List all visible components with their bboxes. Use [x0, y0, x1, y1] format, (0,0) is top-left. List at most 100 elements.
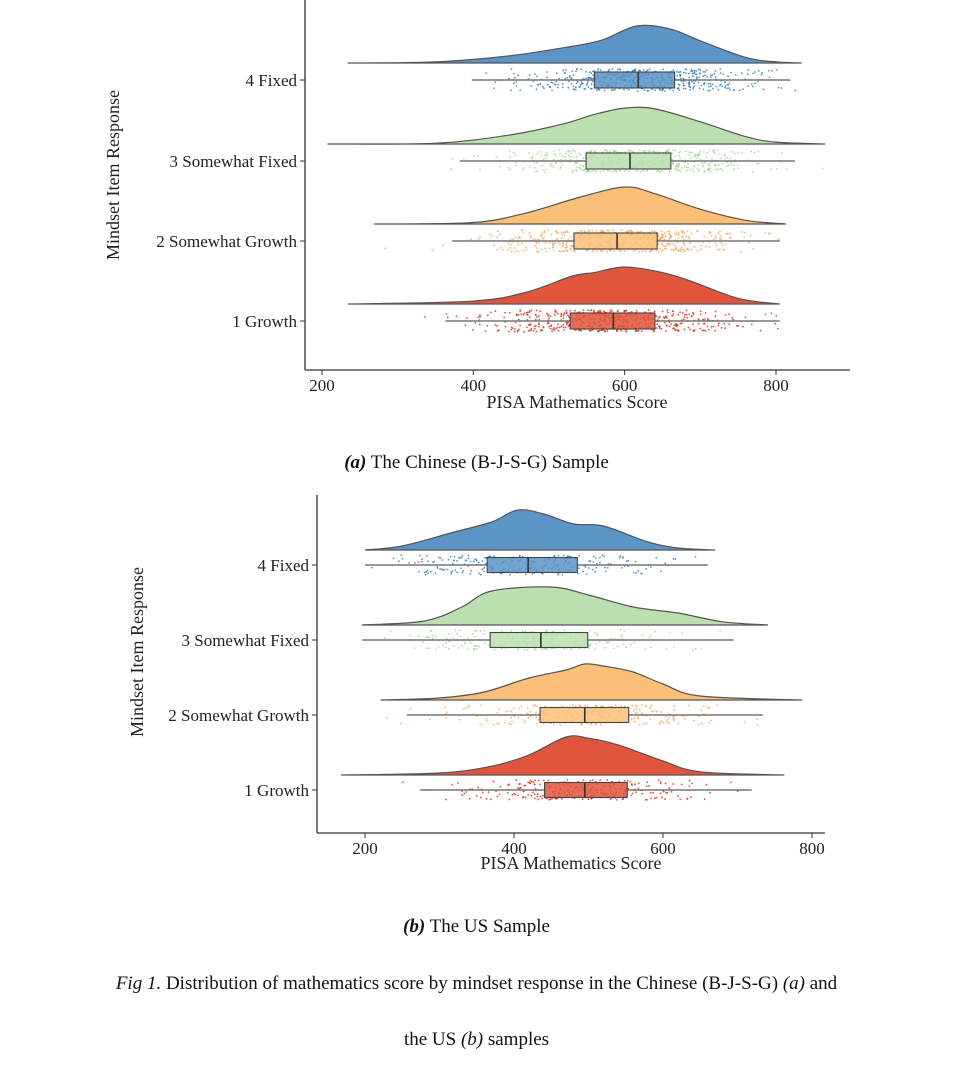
jitter-point [706, 325, 709, 328]
jitter-point [768, 76, 771, 79]
jitter-point [754, 82, 756, 85]
jitter-point [736, 324, 738, 327]
jitter-point [542, 157, 545, 160]
jitter-point [555, 311, 558, 313]
jitter-point [534, 73, 536, 75]
jitter-point [665, 245, 668, 248]
density-cloud [374, 186, 786, 225]
jitter-point [535, 75, 538, 78]
jitter-point [685, 72, 687, 74]
jitter-point [517, 244, 520, 246]
jitter-point [594, 723, 596, 725]
jitter-point [660, 570, 662, 573]
jitter-point [672, 89, 675, 92]
jitter-point [642, 169, 645, 171]
jitter-point [471, 633, 474, 635]
jitter-point [413, 647, 416, 650]
jitter-point [721, 169, 724, 172]
jitter-point [598, 88, 601, 91]
jitter-point [730, 163, 733, 166]
x-tick-label: 800 [799, 839, 825, 858]
jitter-point [524, 630, 527, 632]
jitter-point [614, 169, 617, 172]
jitter-point [579, 85, 581, 88]
jitter-point [522, 795, 525, 798]
jitter-point [654, 89, 656, 91]
jitter-point [562, 243, 564, 246]
jitter-point [583, 88, 586, 90]
jitter-point [629, 149, 632, 152]
jitter-point [708, 230, 711, 233]
jitter-point [674, 167, 677, 170]
jitter-point [650, 634, 652, 637]
jitter-point [510, 68, 513, 71]
jitter-point [496, 236, 499, 239]
jitter-point [521, 555, 524, 558]
jitter-point [614, 704, 617, 707]
jitter-point [623, 630, 626, 633]
jitter-point [646, 722, 648, 725]
jitter-point [565, 241, 568, 244]
jitter-point [441, 559, 444, 561]
jitter-point [633, 717, 636, 720]
x-axis-title: PISA Mathematics Score [481, 853, 662, 873]
jitter-point [657, 250, 660, 253]
jitter-point [705, 69, 708, 71]
jitter-point [668, 716, 671, 719]
jitter-point [541, 237, 544, 240]
jitter-point [419, 554, 421, 557]
jitter-point [553, 327, 555, 329]
jitter-point [679, 157, 682, 160]
jitter-point [589, 644, 592, 646]
jitter-point [691, 72, 694, 75]
jitter-point [707, 89, 710, 92]
jitter-point [687, 163, 689, 165]
jitter-point [616, 310, 619, 312]
jitter-point [665, 648, 668, 650]
jitter-point [664, 235, 667, 238]
jitter-point [641, 572, 643, 575]
jitter-point [692, 323, 694, 325]
jitter-point [676, 74, 678, 77]
jitter-point [574, 250, 576, 253]
jitter-point [675, 249, 678, 251]
jitter-point [530, 236, 532, 239]
jitter-point [519, 89, 521, 92]
jitter-point [564, 69, 567, 71]
jitter-point [597, 310, 599, 313]
jitter-point [671, 162, 674, 164]
jitter-point [423, 316, 426, 318]
jitter-point [547, 313, 550, 316]
jitter-point [697, 715, 700, 718]
jitter-point [571, 149, 574, 152]
jitter-point [547, 779, 550, 782]
jitter-point [746, 73, 749, 76]
jitter-point [645, 785, 648, 788]
jitter-point [759, 329, 762, 332]
jitter-point [697, 318, 700, 321]
jitter-point [409, 634, 412, 637]
jitter-point [708, 721, 710, 724]
jitter-point [445, 313, 448, 315]
jitter-point [509, 156, 512, 159]
jitter-point [615, 150, 617, 153]
jitter-point [703, 705, 705, 707]
jitter-point [535, 170, 537, 173]
jitter-point [664, 782, 667, 785]
jitter-point [548, 247, 551, 250]
jitter-point [500, 246, 502, 249]
jitter-point [533, 783, 536, 786]
jitter-point [623, 88, 625, 91]
jitter-point [605, 570, 607, 573]
jitter-point [536, 316, 538, 318]
jitter-point [562, 323, 565, 326]
jitter-point [554, 83, 556, 86]
jitter-point [560, 798, 563, 800]
jitter-point [546, 71, 548, 73]
jitter-point [575, 166, 578, 169]
jitter-point [620, 633, 623, 636]
jitter-point [498, 708, 501, 711]
jitter-point [456, 632, 459, 635]
jitter-point [578, 567, 580, 570]
jitter-point [545, 312, 548, 315]
